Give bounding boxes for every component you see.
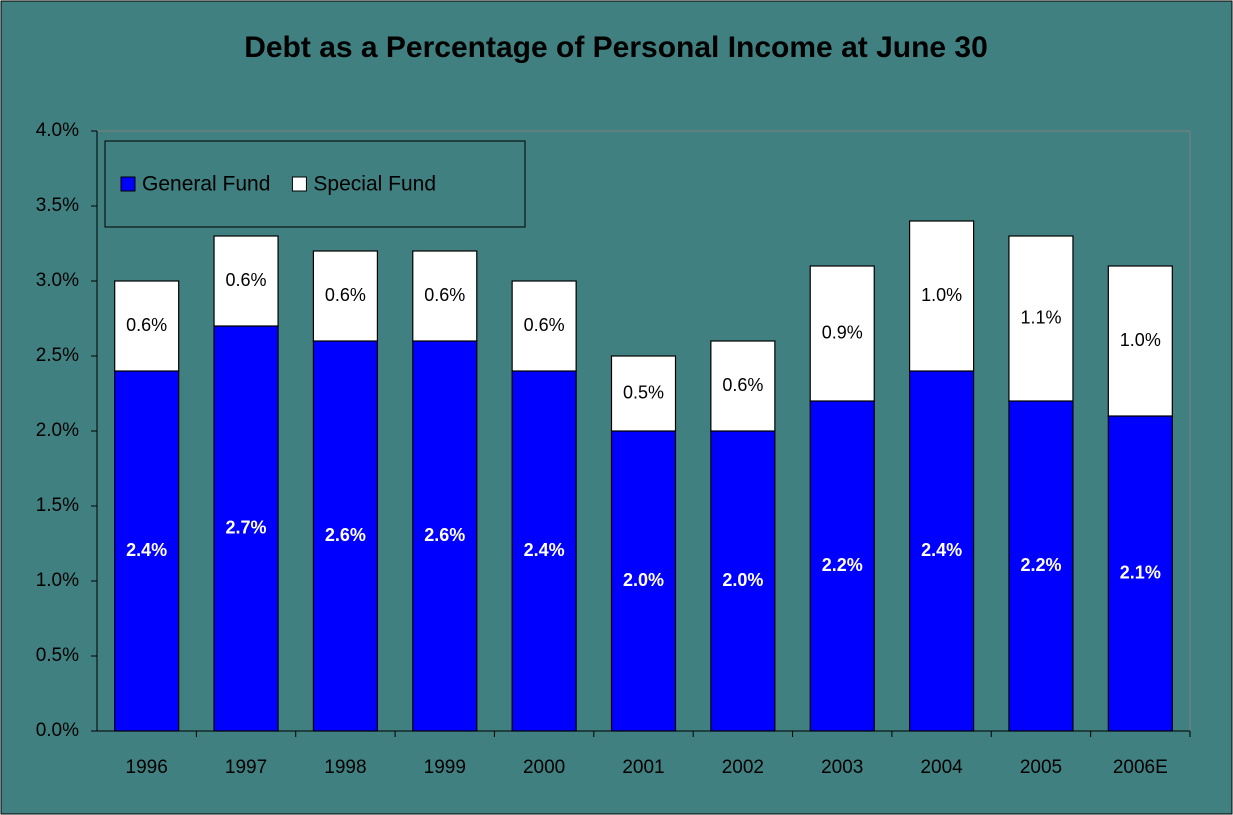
y-tick-label: 2.0% bbox=[36, 420, 79, 441]
data-label: 2.7% bbox=[226, 517, 267, 537]
data-label: 0.6% bbox=[126, 315, 167, 335]
x-tick-label: 2001 bbox=[622, 757, 664, 778]
y-tick-label: 1.5% bbox=[36, 495, 79, 516]
data-label: 0.5% bbox=[623, 382, 664, 402]
legend-swatch bbox=[120, 176, 136, 192]
data-label: 2.6% bbox=[325, 525, 366, 545]
data-label: 2.4% bbox=[126, 540, 167, 560]
x-tick-label: 2000 bbox=[523, 757, 565, 778]
legend-swatch bbox=[291, 176, 307, 192]
chart-title: Debt as a Percentage of Personal Income … bbox=[244, 31, 988, 64]
x-tick-label: 2003 bbox=[821, 757, 863, 778]
data-label: 2.2% bbox=[822, 555, 863, 575]
bar-segment bbox=[710, 340, 776, 432]
bar-segment bbox=[908, 370, 975, 732]
bar-segment bbox=[1008, 235, 1074, 402]
bar-segment bbox=[1107, 265, 1173, 417]
data-label: 0.6% bbox=[524, 315, 565, 335]
y-tick-label: 0.5% bbox=[36, 645, 79, 666]
data-label: 1.0% bbox=[921, 285, 962, 305]
y-tick-label: 4.0% bbox=[36, 120, 79, 141]
data-label: 2.4% bbox=[524, 540, 565, 560]
data-label: 1.1% bbox=[1020, 307, 1061, 327]
bar-segment bbox=[312, 250, 379, 342]
legend-box bbox=[104, 140, 526, 228]
bar-segment bbox=[114, 370, 180, 732]
bar-segment bbox=[1107, 415, 1173, 732]
x-tick-label: 2006E bbox=[1113, 757, 1168, 778]
data-label: 0.9% bbox=[822, 322, 863, 342]
legend-label: Special Fund bbox=[313, 173, 436, 196]
data-label: 2.0% bbox=[722, 570, 763, 590]
data-label: 2.2% bbox=[1020, 555, 1061, 575]
x-tick-label: 1998 bbox=[324, 757, 366, 778]
bar-segment bbox=[908, 220, 975, 372]
data-label: 2.0% bbox=[623, 570, 664, 590]
x-tick-label: 2002 bbox=[722, 757, 764, 778]
x-tick-label: 2004 bbox=[920, 757, 963, 778]
data-label: 0.6% bbox=[325, 285, 366, 305]
y-tick-label: 3.5% bbox=[36, 195, 79, 216]
data-label: 1.0% bbox=[1120, 330, 1161, 350]
bar-segment bbox=[710, 430, 776, 732]
bar-segment bbox=[809, 265, 875, 402]
legend-label: General Fund bbox=[142, 173, 270, 196]
data-label: 0.6% bbox=[226, 270, 267, 290]
data-label: 2.6% bbox=[424, 525, 465, 545]
x-tick-label: 1996 bbox=[126, 757, 168, 778]
bar-segment bbox=[312, 340, 379, 732]
data-label: 0.6% bbox=[722, 375, 763, 395]
bar-segment bbox=[114, 280, 180, 372]
bar-segment bbox=[610, 430, 677, 732]
x-tick-label: 1999 bbox=[424, 757, 466, 778]
x-tick-label: 1997 bbox=[225, 757, 267, 778]
bar-segment bbox=[610, 355, 677, 432]
bar-segment bbox=[1008, 400, 1074, 732]
data-label: 0.6% bbox=[424, 285, 465, 305]
data-label: 2.4% bbox=[921, 540, 962, 560]
y-tick-label: 1.0% bbox=[36, 570, 79, 591]
bar-segment bbox=[213, 235, 279, 327]
bar-segment bbox=[412, 250, 478, 342]
bar-segment bbox=[809, 400, 875, 732]
y-tick-label: 2.5% bbox=[36, 345, 79, 366]
y-tick-label: 3.0% bbox=[36, 270, 79, 291]
y-tick-label: 0.0% bbox=[36, 720, 79, 741]
x-tick-label: 2005 bbox=[1020, 757, 1062, 778]
bar-segment bbox=[213, 325, 279, 732]
data-label: 2.1% bbox=[1120, 562, 1161, 582]
bar-segment bbox=[511, 280, 577, 372]
